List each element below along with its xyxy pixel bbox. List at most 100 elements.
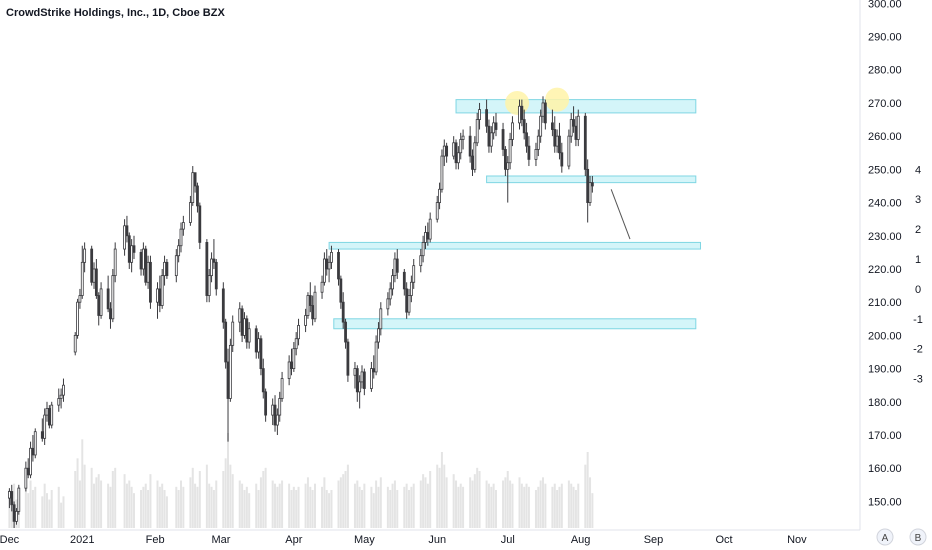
volume-bar	[149, 474, 152, 528]
volume-bar	[46, 493, 49, 528]
volume-bar	[525, 483, 528, 528]
volume-bar	[24, 477, 27, 528]
volume-bar	[290, 490, 293, 528]
volume-bar	[372, 493, 375, 528]
candle-up	[386, 298, 390, 310]
candle-up	[181, 222, 185, 230]
candle-up	[438, 188, 441, 203]
time-tick-label: Aug	[571, 534, 591, 546]
candle-up	[555, 135, 559, 147]
candle-down	[590, 182, 594, 187]
candle-up	[407, 295, 411, 313]
time-tick-label: Apr	[285, 534, 302, 546]
volume-bar	[408, 490, 411, 528]
candle-down	[468, 135, 472, 157]
candle-up	[360, 371, 364, 383]
candle-down	[560, 152, 564, 167]
volume-bar	[471, 480, 474, 528]
volume-bar	[572, 486, 575, 528]
volume-bar	[419, 480, 422, 528]
price-axis[interactable]: 150.00 160.00 170.00 180.00 190.00 200.00 210.…	[868, 0, 902, 508]
candle-up	[141, 248, 145, 270]
candle-up	[391, 275, 394, 290]
secondary-tick-label: 3	[915, 194, 921, 206]
candle-down	[212, 258, 216, 263]
candle-down	[254, 328, 258, 353]
volume-bar	[132, 493, 135, 528]
volume-bar	[278, 483, 281, 528]
secondary-tick-label: 2	[915, 224, 921, 236]
volume-bar	[165, 496, 168, 528]
candle-up	[428, 218, 432, 240]
volume-bar	[445, 477, 448, 528]
candle-up	[257, 338, 260, 353]
volume-bar	[140, 490, 143, 528]
candle-up	[238, 308, 242, 323]
volume-bar	[436, 464, 439, 528]
candle-down	[503, 149, 507, 170]
volume-bar	[492, 483, 495, 528]
candle-up	[62, 384, 65, 396]
volume-bar	[339, 477, 342, 528]
candle-down	[583, 115, 587, 170]
candle-down	[520, 105, 524, 120]
volume-bar	[358, 486, 361, 528]
volume-bar	[337, 480, 340, 528]
candle-down	[543, 102, 547, 124]
volume-bar	[288, 483, 291, 528]
candle-up	[518, 105, 521, 124]
volume-bar	[100, 480, 103, 528]
volume-bar	[462, 486, 465, 528]
support-resistance-zones[interactable]	[328, 99, 702, 330]
volume-bar	[257, 490, 260, 528]
candle-up	[78, 295, 82, 303]
candle-up	[475, 119, 479, 144]
candle-up	[508, 139, 512, 164]
volume-bar	[194, 483, 197, 528]
price-tick-label: 250.00	[868, 164, 902, 176]
candlestick-series	[8, 96, 594, 528]
volume-bar	[589, 477, 592, 528]
price-tick-label: 260.00	[868, 131, 902, 143]
volume-bar	[422, 474, 425, 528]
price-zone[interactable]	[333, 318, 697, 330]
log-scale-button[interactable]: B	[909, 528, 927, 546]
volume-bar	[584, 464, 587, 528]
candle-up	[210, 258, 213, 277]
time-axis[interactable]: Dec 2021 Feb Mar Apr May Jun Jul Aug Sep Oct Nov	[0, 534, 807, 546]
candle-up	[92, 268, 96, 283]
candle-up	[292, 348, 296, 370]
volume-bar	[534, 490, 537, 528]
candle-up	[409, 281, 413, 296]
volume-bar	[83, 464, 86, 528]
volume-bar	[426, 483, 429, 528]
candle-down	[264, 391, 268, 416]
candle-up	[412, 265, 416, 283]
volume-bar	[452, 474, 455, 528]
candle-up	[160, 275, 164, 306]
volume-bar	[144, 483, 147, 528]
volume-bar	[511, 483, 514, 528]
secondary-tick-label: -2	[913, 344, 923, 356]
candle-down	[144, 248, 148, 283]
volume-bar	[62, 496, 65, 528]
volume-bar	[542, 477, 545, 528]
candle-up	[541, 102, 545, 117]
time-tick-label: Nov	[787, 534, 807, 546]
log-scale-label: B	[915, 533, 922, 544]
price-zone[interactable]	[328, 241, 702, 250]
volume-bar	[403, 486, 406, 528]
candle-down	[165, 261, 169, 277]
auto-scale-button[interactable]: A	[876, 528, 894, 546]
projection-arrow[interactable]	[610, 189, 631, 240]
volume-bar	[78, 480, 81, 528]
price-zone[interactable]	[455, 99, 697, 114]
price-zone[interactable]	[486, 175, 697, 184]
volume-bar	[189, 477, 192, 528]
time-tick-label: 2021	[70, 534, 94, 546]
volume-bar	[175, 486, 178, 528]
candle-down	[372, 368, 376, 373]
volume-bar	[222, 471, 225, 528]
candle-down	[501, 129, 505, 150]
